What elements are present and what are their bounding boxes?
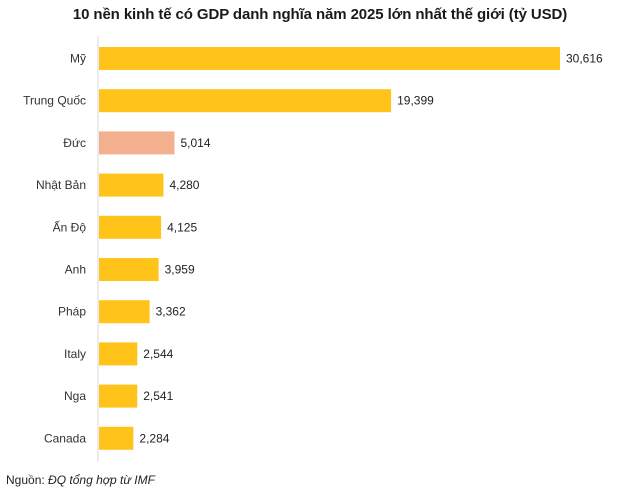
source-label: Nguồn: <box>6 473 45 487</box>
bar-2 <box>99 131 175 155</box>
bar-5 <box>99 258 159 281</box>
category-label: Đức <box>63 136 86 150</box>
bar-8 <box>99 384 138 408</box>
category-label: Italy <box>64 347 86 361</box>
data-label: 3,362 <box>156 305 186 319</box>
data-label: 2,541 <box>143 389 173 403</box>
category-label: Nhật Bản <box>36 178 86 192</box>
data-label: 4,280 <box>169 178 199 192</box>
bar-9 <box>99 426 134 450</box>
data-label: 2,284 <box>139 431 169 445</box>
bar-4 <box>99 215 162 239</box>
bar-1 <box>99 89 392 113</box>
category-label: Canada <box>44 431 86 445</box>
data-label: 19,399 <box>397 94 434 108</box>
source-note: Nguồn: ĐQ tổng hợp từ IMF <box>6 473 155 487</box>
data-label: 2,544 <box>143 347 173 361</box>
category-label: Trung Quốc <box>23 94 86 108</box>
chart-title: 10 nền kinh tế có GDP danh nghĩa năm 202… <box>72 6 568 23</box>
category-label: Mỹ <box>70 52 86 66</box>
category-label: Ấn Độ <box>53 219 87 234</box>
category-label: Nga <box>64 389 86 403</box>
bar-6 <box>99 300 150 324</box>
bar-7 <box>99 342 138 366</box>
category-label: Anh <box>65 263 86 277</box>
category-label: Pháp <box>58 305 86 319</box>
data-label: 30,616 <box>566 52 603 66</box>
source-text: ĐQ tổng hợp từ IMF <box>48 473 155 487</box>
bar-3 <box>99 173 164 197</box>
data-label: 3,959 <box>165 263 195 277</box>
bar-chart: Mỹ 30,616 Trung Quốc 19,399 Đức 5,014 Nhật Bản… <box>23 36 603 462</box>
data-label: 4,125 <box>167 220 197 234</box>
data-label: 5,014 <box>180 136 210 150</box>
bar-0 <box>99 47 560 70</box>
